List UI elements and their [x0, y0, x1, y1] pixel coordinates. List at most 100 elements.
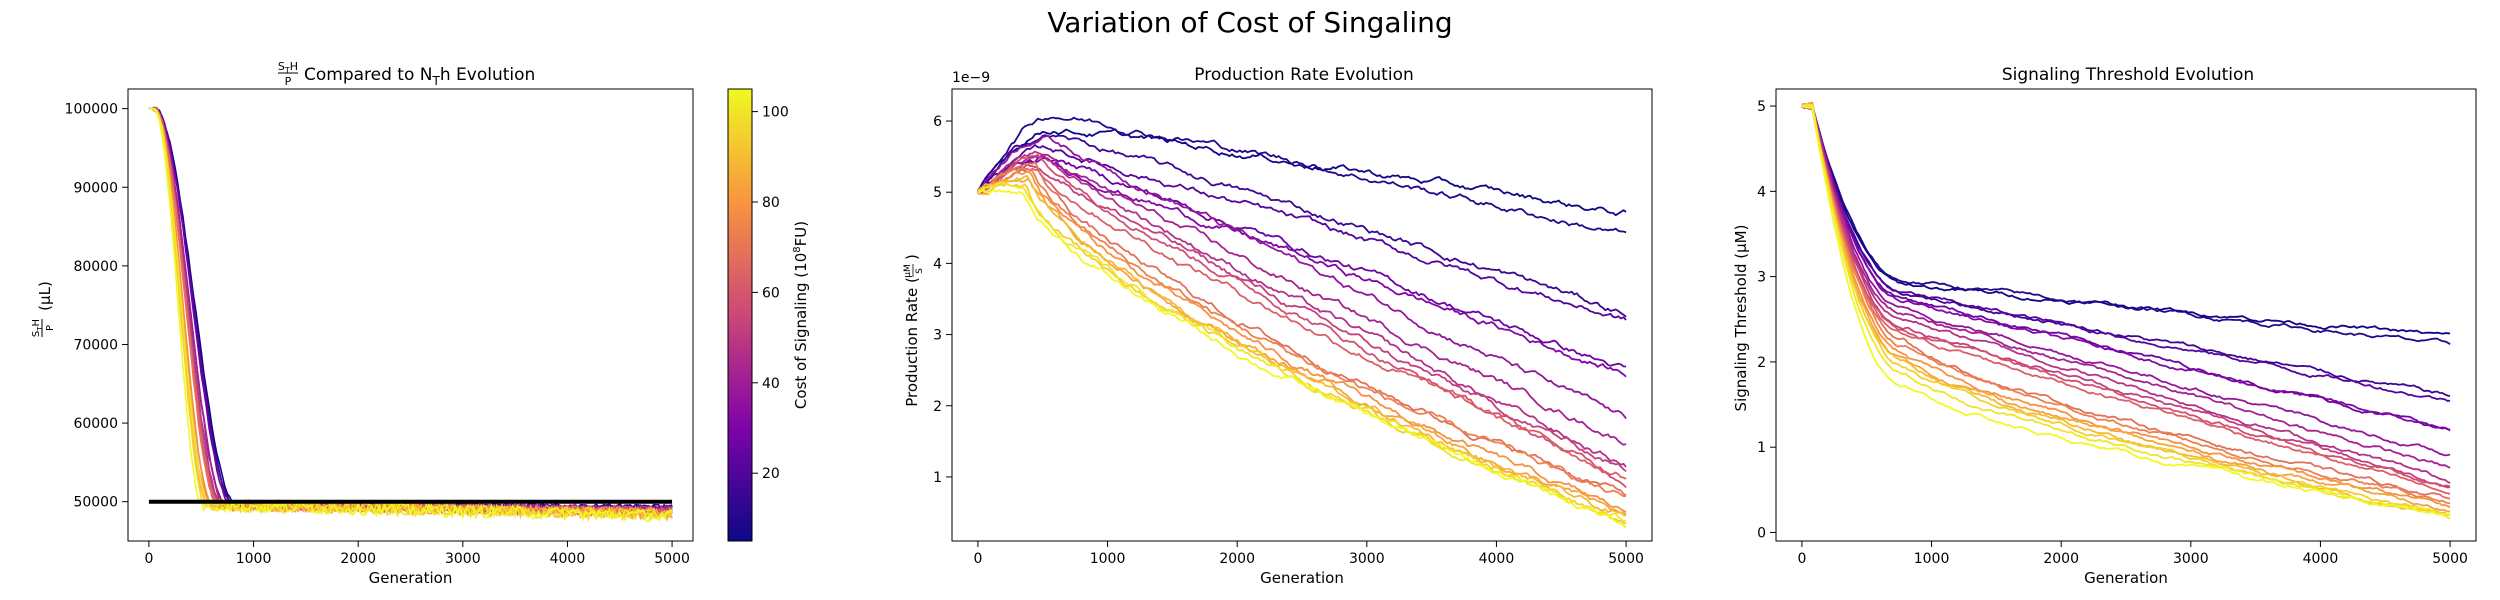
- panel2-x-axis-label: Generation: [1260, 569, 1344, 587]
- svg-text:Cost of Signaling (108FU): Cost of Signaling (108FU): [792, 221, 810, 409]
- panel1-x-tick-label: 1000: [236, 551, 272, 567]
- panel2-series-line: [977, 128, 1627, 217]
- colorbar-tick-label: 20: [762, 466, 780, 482]
- panel2-y-tick-label: 6: [933, 114, 942, 130]
- panel3-series-line: [1801, 103, 2451, 484]
- panel2-series-line: [977, 153, 1627, 489]
- panel-cost-vs-nth: STH P Compared to NTh Evolution STH P (μ…: [31, 60, 535, 337]
- panel1-series-line: [148, 107, 673, 520]
- panel1-axes: 0 1000 2000 3000 4000 5000 50000 60000 70000 8000…: [65, 88, 694, 587]
- panel3-series-line: [1801, 104, 2451, 495]
- panel2-x-tick-label: 3000: [1349, 551, 1385, 567]
- panel3-series-line: [1801, 104, 2451, 346]
- panel2-series-line: [977, 167, 1627, 498]
- panel3-series-line: [1801, 105, 2451, 517]
- panel1-ylabel-unit: (μL): [36, 281, 54, 311]
- panel3-x-tick-label: 4000: [2303, 551, 2339, 567]
- panel1-series-line: [148, 107, 673, 516]
- colorbar-tick-label: 80: [762, 195, 780, 211]
- panel-production-rate: Production Rate Evolution 1e−9 Productio…: [903, 65, 1414, 407]
- panel2-series-line: [977, 157, 1627, 378]
- panel1-title-frac-num: STH: [278, 60, 298, 75]
- panel1-x-axis-label: Generation: [369, 569, 453, 587]
- panel1-series-line: [148, 107, 673, 512]
- panel2-x-tick-label: 1000: [1090, 551, 1126, 567]
- svg-text:S: S: [915, 268, 925, 274]
- panel2-axes: 0 1000 2000 3000 4000 5000 1 2 3 4 5 6 Generation: [933, 88, 1653, 587]
- panel1-title-group: STH P Compared to NTh Evolution: [278, 60, 535, 88]
- panel3-series-line: [1801, 106, 2451, 489]
- panel1-series-line: [148, 107, 673, 511]
- panel3-y-axis-label: Signaling Threshold (μM): [1732, 225, 1750, 412]
- panel3-series-line: [1801, 104, 2451, 488]
- panel2-series-line: [977, 160, 1627, 497]
- panel1-y-tick-label: 50000: [73, 495, 118, 511]
- panel1-x-tick-label: 0: [144, 551, 153, 567]
- panel3-series-line: [1801, 103, 2451, 520]
- panel3-series-line: [1801, 103, 2451, 505]
- panel1-series-line: [148, 107, 673, 522]
- panel3-series-line: [1801, 104, 2451, 397]
- panel1-series-line: [148, 107, 673, 518]
- panel3-series-line: [1801, 103, 2451, 469]
- panel1-series-line: [148, 107, 673, 512]
- panel1-x-tick-label: 2000: [340, 551, 376, 567]
- panel2-series-line: [977, 134, 1627, 420]
- panel2-series-line: [977, 150, 1627, 468]
- panel1-series-line: [148, 107, 673, 520]
- panel2-series-line: [977, 170, 1627, 513]
- panel1-ylabel-frac-den: P: [45, 325, 56, 331]
- panel1-series-line: [148, 107, 673, 519]
- panel1-x-tick-label: 5000: [654, 551, 690, 567]
- panel2-y-tick-label: 2: [933, 399, 942, 415]
- panel1-series-line: [148, 107, 673, 510]
- panel1-y-tick-label: 60000: [73, 416, 118, 432]
- panel2-x-tick-label: 0: [973, 551, 982, 567]
- panel2-frame: [951, 88, 1653, 542]
- panel3-x-axis-label: Generation: [2084, 569, 2168, 587]
- panel3-y-tick-label: 5: [1757, 99, 1766, 115]
- panel-signaling-threshold: Signaling Threshold Evolution Signaling …: [1732, 65, 2254, 411]
- panel3-x-tick-label: 0: [1797, 551, 1806, 567]
- panel3-x-tick-label: 2000: [2043, 551, 2079, 567]
- panel3-frame: [1775, 88, 2477, 542]
- panel2-offset-text: 1e−9: [952, 70, 990, 86]
- panel1-frame: [127, 88, 694, 542]
- panel3-series-line: [1801, 104, 2451, 500]
- panel1-series-line: [148, 107, 673, 521]
- panel1-series-line: [148, 107, 673, 523]
- panel3-y-tick-label: 2: [1757, 355, 1766, 371]
- panel1-series-line: [148, 107, 673, 518]
- panel1-title-frac-den: P: [285, 75, 292, 88]
- panel1-title-text: Compared to NTh Evolution: [304, 65, 535, 88]
- panel2-y-axis-label: Production Rate ( μM S ): [903, 254, 925, 407]
- svg-text:Production Rate (: Production Rate (: [903, 277, 921, 407]
- panel3-series-line: [1801, 104, 2451, 432]
- colorbar: Cost of Signaling (108FU) 20 40 60 80 100: [727, 88, 810, 542]
- panel2-title: Production Rate Evolution: [1194, 65, 1414, 85]
- colorbar-tick-label: 100: [762, 105, 789, 121]
- panel2-series-line: [977, 143, 1627, 321]
- svg-text:): ): [903, 254, 921, 260]
- panel2-series-line: [977, 153, 1627, 446]
- panel2-series-line: [977, 178, 1627, 516]
- panel1-y-tick-label: 90000: [73, 180, 118, 196]
- panel3-series-line: [1801, 104, 2451, 335]
- colorbar-gradient: [727, 88, 753, 542]
- panel3-series-line: [1801, 106, 2451, 517]
- panel1-y-axis-label: STH P (μL): [31, 281, 56, 337]
- panel1-y-tick-label: 80000: [73, 259, 118, 275]
- panel2-series-line: [977, 167, 1627, 480]
- panel1-series-line: [148, 107, 673, 518]
- panel2-x-tick-label: 2000: [1219, 551, 1255, 567]
- panel1-series-line: [148, 107, 673, 523]
- panel2-x-tick-label: 4000: [1479, 551, 1515, 567]
- colorbar-tick-label: 40: [762, 376, 780, 392]
- figure-title: Variation of Cost of Singaling: [1047, 6, 1453, 39]
- panel1-series-line: [148, 107, 673, 517]
- panel3-x-tick-label: 5000: [2432, 551, 2468, 567]
- panel3-axes: 0 1000 2000 3000 4000 5000 0 1 2 3 4 5 Generation: [1757, 88, 2477, 587]
- panel2-y-tick-label: 3: [933, 328, 942, 344]
